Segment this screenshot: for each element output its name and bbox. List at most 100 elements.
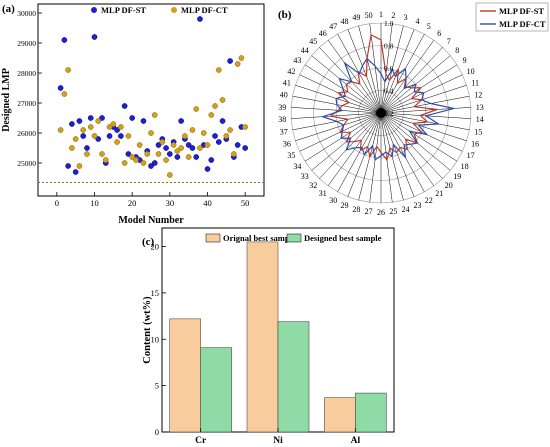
x-tick-label: 0 [55, 198, 59, 208]
data-point-st [242, 145, 249, 151]
radar-category-label: 3 [404, 13, 408, 22]
legend-label-st: MLP DF-ST [101, 5, 146, 15]
bar-original [324, 397, 356, 433]
data-point-st [215, 139, 222, 145]
radar-category-label: 15 [474, 128, 482, 137]
data-point-ct [140, 160, 147, 166]
data-point-ct [178, 145, 184, 151]
radar-category-label: 40 [280, 90, 288, 99]
data-point-st [129, 115, 136, 121]
radar-category-label: 38 [278, 115, 286, 124]
data-point-ct [118, 124, 124, 130]
data-point-ct [204, 142, 211, 148]
radar-category-label: 44 [301, 46, 309, 55]
data-point-st [193, 154, 200, 160]
data-point-st [185, 142, 192, 148]
legend-label-original: Orignal best sample [223, 233, 296, 243]
radar-spoke [380, 47, 443, 114]
radar-panel: (b) 0.20.40.60.81.01 2 3 456789101112131415… [278, 2, 549, 217]
radar-spoke [380, 112, 393, 203]
data-point-ct [144, 151, 151, 157]
data-point-st [166, 151, 173, 157]
data-point-ct [61, 91, 68, 97]
radar-spoke [327, 112, 382, 186]
radar-r-tick-label: 0.8 [384, 42, 394, 51]
radar-category-label: 25 [389, 207, 397, 216]
radar-category-label: 45 [309, 37, 317, 46]
radar-spoke [327, 40, 382, 114]
data-point-ct [227, 127, 233, 133]
bar-y-tick-label: 0 [155, 427, 159, 437]
radar-category-label: 21 [435, 189, 443, 198]
radar-category-label: 47 [329, 22, 337, 31]
data-point-st [148, 163, 154, 169]
data-point-ct [114, 139, 120, 145]
legend-label-designed: Designed best sample [304, 233, 382, 243]
y-tick-label: 27000 [17, 99, 36, 108]
radar-spoke [319, 112, 382, 179]
data-point-ct [170, 142, 177, 148]
data-point-ct [84, 151, 90, 157]
radar-category-label: 6 [437, 29, 441, 38]
x-axis-label: Model Number [118, 215, 184, 226]
panel-label-a: (a) [2, 3, 15, 15]
radar-spoke [380, 112, 425, 192]
radar-category-label: 49 [352, 13, 360, 22]
data-point-ct [102, 157, 109, 163]
data-point-st [140, 118, 147, 124]
data-point-ct [208, 112, 215, 118]
data-point-st [69, 121, 75, 127]
radar-category-label: 11 [471, 78, 479, 87]
scatter-legend: MLP DF-ST MLP DF-CT [91, 5, 228, 15]
radar-spoke [369, 112, 382, 203]
data-point-ct [57, 127, 64, 133]
radar-category-label: 16 [471, 140, 479, 149]
y-tick-label: 29000 [17, 39, 36, 48]
radar-category-label: 41 [283, 78, 291, 87]
radar-spoke [347, 29, 382, 114]
data-point-st [125, 151, 132, 157]
scatter-plot-frame [37, 3, 265, 197]
bar-legend: Orignal best sample Designed best sample [205, 233, 382, 243]
data-point-ct [87, 124, 94, 130]
data-point-ct [65, 67, 71, 73]
radar-category-label: 1 [379, 10, 383, 19]
radar-r-tick-label: 0.4 [384, 87, 394, 96]
radar-category-label: 7 [447, 37, 451, 46]
data-point-st [76, 118, 83, 124]
radar-category-label: 18 [461, 162, 469, 171]
radar-center-hub [376, 108, 386, 118]
data-point-ct [91, 133, 98, 139]
radar-spoke [380, 112, 451, 171]
radar-legend-label-ct: MLP DF-CT [499, 19, 546, 29]
data-point-ct [166, 172, 173, 178]
scatter-panel: (a) 0 10 20 30 40 50 25000 26000 27000 28000 29000… [1, 3, 265, 226]
data-point-ct [231, 151, 237, 157]
data-point-st [114, 127, 120, 133]
bar-panel: (c) 0 5 10 15 20 Cr Ni Al Content (wt%) Orignal… [142, 227, 395, 446]
data-point-st [234, 142, 241, 148]
radar-category-label: 10 [467, 67, 475, 76]
radar-category-label: 37 [280, 128, 288, 137]
data-point-ct [242, 124, 249, 130]
radar-spoke [380, 112, 470, 131]
data-point-ct [200, 130, 207, 136]
radar-spoke [380, 74, 463, 114]
data-point-ct [193, 106, 200, 112]
data-point-st [118, 133, 124, 139]
radar-category-label: 32 [309, 181, 317, 190]
bar-y-axis-label: Content (wt%) [142, 296, 153, 364]
data-point-ct [219, 97, 226, 103]
data-point-ct [148, 130, 154, 136]
radar-category-label: 19 [453, 172, 461, 181]
radar-category-label: 14 [476, 115, 484, 124]
data-point-st [84, 145, 90, 151]
radar-category-label: 24 [402, 205, 410, 214]
data-point-ct [197, 145, 203, 151]
bar-original [169, 318, 201, 433]
radar-spoke [380, 112, 443, 179]
radar-category-label: 39 [278, 103, 286, 112]
data-point-ct [189, 127, 196, 133]
y-tick-label: 25000 [17, 159, 36, 168]
radar-category-label: 35 [287, 151, 295, 160]
